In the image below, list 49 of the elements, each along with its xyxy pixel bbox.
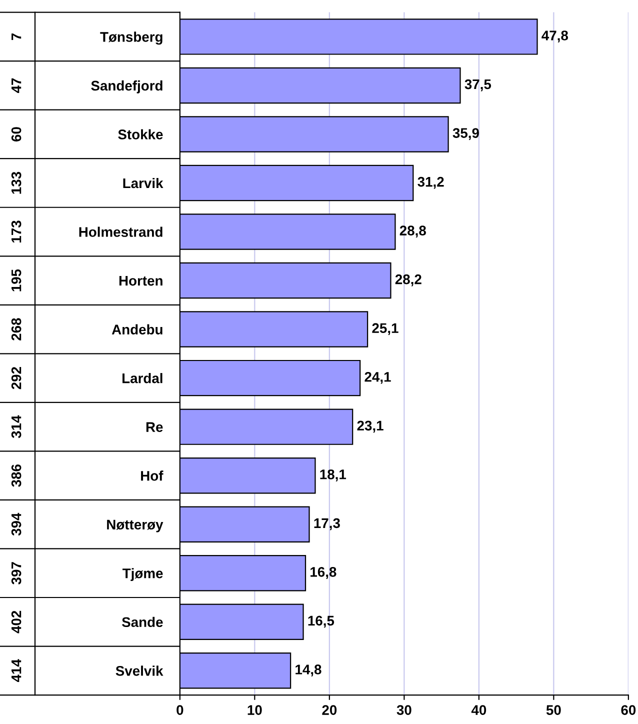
data-label: 14,8 bbox=[296, 664, 322, 676]
y-tick-label: Lardal bbox=[122, 373, 162, 384]
text: 133 bbox=[11, 172, 22, 194]
data-label: 25,1 bbox=[372, 323, 398, 336]
text: 47 bbox=[12, 78, 22, 93]
x-tick-label: 60 bbox=[621, 705, 636, 715]
text: 173 bbox=[11, 220, 22, 242]
x-tick-label: 0 bbox=[176, 705, 184, 715]
data-label: 47,8 bbox=[542, 30, 568, 42]
y-tick-label: Horten bbox=[119, 276, 162, 286]
data-label: 18,1 bbox=[320, 469, 346, 482]
text: 402 bbox=[11, 610, 22, 634]
y-tick-label: Sandefjord bbox=[91, 80, 162, 94]
data-label: 16,5 bbox=[308, 616, 334, 628]
y-tick-label: Holmestrand bbox=[79, 226, 162, 237]
text: 414 bbox=[12, 659, 22, 682]
y-tick-label: Andebu bbox=[112, 324, 162, 334]
y-tick-label: Nøtterøy bbox=[107, 520, 164, 532]
y-tick-label: Hof bbox=[141, 470, 164, 481]
data-label: 28,2 bbox=[395, 274, 422, 286]
data-label: 37,5 bbox=[464, 79, 492, 92]
text: 386 bbox=[11, 464, 22, 487]
data-label: 31,2 bbox=[418, 176, 444, 189]
data-label: 35,9 bbox=[452, 128, 479, 140]
data-label: 24,1 bbox=[364, 372, 391, 384]
y-tick-label: Svelvik bbox=[116, 666, 164, 676]
text: 268 bbox=[11, 318, 22, 340]
x-tick-label: 40 bbox=[471, 705, 486, 715]
data-label: 28,8 bbox=[400, 226, 426, 238]
x-tick-label: 50 bbox=[546, 705, 561, 715]
x-tick-label: 20 bbox=[322, 705, 337, 715]
text: 195 bbox=[11, 269, 22, 292]
data-label: 23,1 bbox=[357, 420, 384, 433]
data-label: 16,8 bbox=[310, 567, 336, 579]
y-tick-label: Tjøme bbox=[122, 568, 163, 582]
y-tick-label: Stokke bbox=[118, 129, 163, 140]
x-tick-label: 30 bbox=[396, 705, 412, 715]
x-tick-label: 10 bbox=[248, 705, 262, 715]
text: 7 bbox=[12, 33, 22, 40]
data-label: 17,3 bbox=[314, 518, 340, 530]
text: 314 bbox=[11, 415, 22, 438]
y-tick-label: Sande bbox=[122, 616, 163, 628]
y-tick-label: Larvik bbox=[123, 178, 164, 188]
text: 394 bbox=[11, 512, 22, 536]
y-tick-label: Tønsberg bbox=[100, 32, 162, 45]
text: 292 bbox=[11, 367, 22, 390]
text: 60 bbox=[11, 127, 22, 142]
y-tick-label: Re bbox=[146, 422, 163, 432]
text: 397 bbox=[11, 562, 22, 584]
